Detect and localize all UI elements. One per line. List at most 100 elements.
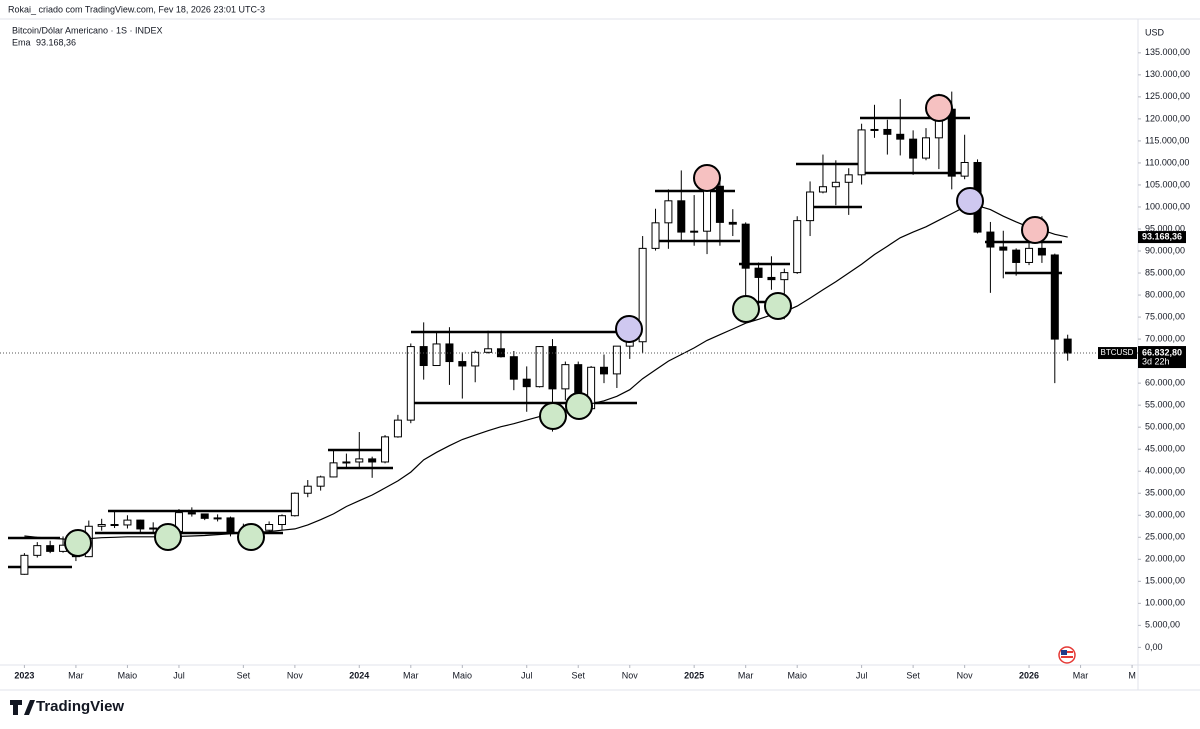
- y-tick-label: 115.000,00: [1145, 135, 1189, 145]
- x-tick-label: Maio: [787, 670, 807, 680]
- candle-body: [355, 458, 364, 463]
- candle-body: [419, 346, 428, 367]
- x-tick-label: Set: [237, 670, 251, 680]
- candle-body: [677, 200, 686, 233]
- x-tick-label: Set: [571, 670, 585, 680]
- candle-body: [767, 276, 776, 281]
- candle-body: [200, 513, 209, 519]
- x-tick-label: 2026: [1019, 670, 1039, 680]
- candle-body: [960, 161, 969, 177]
- candle-body: [612, 345, 621, 375]
- support-circle: [539, 402, 567, 430]
- x-tick-label: Nov: [622, 670, 639, 680]
- candle-body: [110, 524, 119, 527]
- ema-tag: [1138, 231, 1186, 244]
- candle-body: [986, 231, 995, 248]
- candle-body: [1050, 254, 1059, 340]
- candle-body: [393, 419, 402, 438]
- x-tick-label: Mar: [68, 670, 84, 680]
- candle-body: [857, 129, 866, 176]
- x-tick-label: Mar: [1073, 670, 1089, 680]
- y-tick-label: 100.000,00: [1145, 201, 1190, 211]
- y-tick-label: 30.000,00: [1145, 510, 1185, 520]
- candle-body: [97, 524, 106, 527]
- candle-body: [381, 436, 390, 463]
- breakout-circle: [956, 187, 984, 215]
- candle-body: [754, 267, 763, 278]
- candle-body: [329, 462, 338, 478]
- x-tick-label: Maio: [453, 670, 473, 680]
- candle-body: [548, 346, 557, 390]
- y-tick-label: 20.000,00: [1145, 554, 1185, 564]
- candle-body: [303, 485, 312, 494]
- x-tick-label: Nov: [287, 670, 304, 680]
- candle-body: [458, 361, 467, 367]
- y-tick-label: 5.000,00: [1145, 620, 1180, 630]
- candle-body: [368, 458, 377, 463]
- candle-body: [780, 272, 789, 281]
- x-tick-label: M: [1128, 670, 1136, 680]
- y-tick-label: 130.000,00: [1145, 69, 1190, 79]
- candle-body: [522, 378, 531, 388]
- y-tick-label: 95.000,00: [1145, 223, 1185, 233]
- y-tick-label: 105.000,00: [1145, 179, 1190, 189]
- candle-body: [316, 476, 325, 487]
- candle-body: [883, 128, 892, 135]
- symbol-tag: [1098, 347, 1137, 360]
- candle-body: [535, 346, 544, 388]
- y-tick-label: 80.000,00: [1145, 289, 1185, 299]
- candle-body: [922, 137, 930, 159]
- candle-body: [509, 356, 518, 380]
- x-tick-label: 2025: [684, 670, 704, 680]
- price-tag-label: 66.832,80: [1142, 347, 1182, 357]
- y-tick-label: 10.000,00: [1145, 598, 1185, 608]
- breakout-circle: [615, 315, 643, 343]
- candle-body: [46, 545, 55, 552]
- y-tick-label: 45.000,00: [1145, 444, 1185, 454]
- ema-tag-label: 93.168,36: [1142, 231, 1182, 241]
- y-tick-label: 25.000,00: [1145, 532, 1185, 542]
- candle-body: [600, 366, 608, 375]
- y-tick-label: 55.000,00: [1145, 400, 1185, 410]
- candle-body: [896, 133, 905, 140]
- candle-body: [690, 230, 699, 233]
- x-tick-label: Jul: [521, 670, 533, 680]
- indicator-value: 93.168,36: [36, 37, 76, 47]
- x-tick-label: Mar: [403, 670, 419, 680]
- candle-body: [870, 128, 879, 131]
- candle-body: [187, 512, 196, 515]
- x-tick-label: Jul: [856, 670, 868, 680]
- candle-body: [818, 186, 827, 193]
- support-circle: [64, 529, 92, 557]
- y-tick-label: 40.000,00: [1145, 466, 1185, 476]
- y-tick-label: 15.000,00: [1145, 576, 1185, 586]
- support-circle: [732, 295, 760, 323]
- candle-body: [213, 517, 222, 520]
- candle-body: [999, 246, 1008, 251]
- candle-body: [651, 222, 660, 249]
- y-tick-label: 0,00: [1145, 642, 1163, 652]
- support-circle: [764, 292, 792, 320]
- y-tick-label: 75.000,00: [1145, 311, 1185, 321]
- candle-body: [831, 181, 840, 188]
- countdown-label: 3d 22h: [1142, 356, 1170, 366]
- resistance-circle: [1021, 216, 1049, 244]
- candle-body: [406, 346, 415, 421]
- brand-name: TradingView: [36, 698, 124, 715]
- y-tick-label: 50.000,00: [1145, 422, 1185, 432]
- candle-body: [136, 519, 145, 530]
- ema-line: [24, 205, 1068, 541]
- y-tick-label: 90.000,00: [1145, 245, 1185, 255]
- x-tick-label: 2024: [349, 670, 369, 680]
- brand-logo: TradingView: [10, 698, 124, 715]
- y-tick-label: 60.000,00: [1145, 378, 1185, 388]
- candle-body: [909, 138, 918, 159]
- support-circle: [565, 392, 593, 420]
- x-tick-label: Jul: [173, 670, 185, 680]
- candle-body: [1037, 247, 1046, 256]
- currency-label: USD: [1145, 27, 1165, 37]
- x-tick-label: Set: [906, 670, 920, 680]
- currency-flag: [1058, 646, 1076, 664]
- candle-body: [638, 247, 647, 343]
- candle-body: [715, 185, 724, 223]
